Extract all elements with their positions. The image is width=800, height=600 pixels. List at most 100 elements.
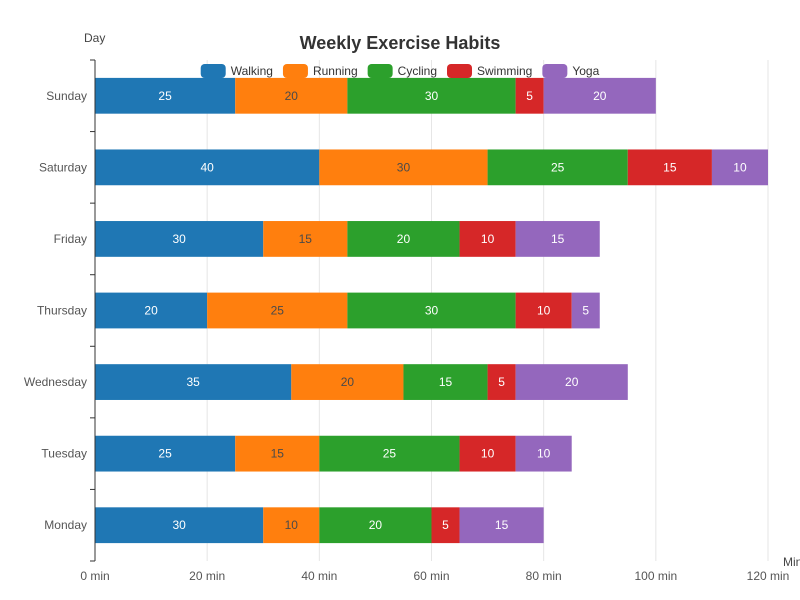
legend-item[interactable]: Running	[282, 64, 358, 78]
bar-value-label: 20	[593, 89, 607, 103]
bar-segment[interactable]	[319, 435, 460, 472]
legend-item[interactable]: Swimming	[447, 64, 532, 78]
bar-value-label: 10	[481, 232, 495, 246]
bar-value-label: 15	[299, 232, 313, 246]
bar-segment[interactable]	[95, 149, 320, 186]
bar-segment[interactable]	[403, 364, 488, 400]
bar-segment[interactable]	[263, 221, 348, 257]
y-axis-title: Day	[84, 31, 105, 45]
chart-title: Weekly Exercise Habits	[300, 33, 501, 53]
x-tick-label: 60 min	[413, 569, 449, 583]
bar-value-label: 15	[495, 518, 509, 532]
bar-value-label: 30	[172, 232, 186, 246]
bar-value-label: 30	[425, 89, 439, 103]
bar-segment[interactable]	[235, 435, 320, 472]
legend-swatch	[447, 64, 473, 78]
x-tick-label: 40 min	[301, 569, 337, 583]
legend-label: Cycling	[398, 64, 437, 78]
bar-segment[interactable]	[515, 435, 572, 472]
x-tick-label: 0 min	[80, 569, 109, 583]
bar-segment[interactable]	[347, 77, 516, 114]
bar-value-label: 20	[341, 375, 355, 389]
bar-segment[interactable]	[711, 149, 768, 186]
bar-segment[interactable]	[95, 292, 208, 329]
y-tick-label: Saturday	[39, 160, 87, 174]
bar-value-label: 20	[397, 232, 411, 246]
bar-segment[interactable]	[263, 507, 320, 544]
bar-segment[interactable]	[95, 364, 292, 400]
legend-swatch	[542, 64, 568, 78]
bar-value-label: 15	[439, 375, 453, 389]
bar-value-label: 25	[551, 160, 565, 174]
bar-value-label: 40	[200, 160, 214, 174]
bar-segment[interactable]	[207, 292, 348, 329]
legend-item[interactable]: Cycling	[367, 64, 437, 78]
y-tick-label: Sunday	[46, 89, 87, 103]
bar-value-label: 15	[271, 447, 285, 461]
bar-segment[interactable]	[459, 435, 516, 472]
legend-swatch	[200, 64, 226, 78]
bar-value-label: 10	[285, 518, 299, 532]
bar-segment[interactable]	[571, 292, 600, 329]
bar-segment[interactable]	[95, 221, 264, 257]
bar-value-label: 5	[498, 375, 505, 389]
bar-segment[interactable]	[347, 221, 460, 257]
bar-value-label: 5	[442, 518, 449, 532]
bar-segment[interactable]	[543, 77, 656, 114]
bar-segment[interactable]	[515, 221, 600, 257]
bar-value-label: 5	[582, 304, 589, 318]
bar-value-label: 10	[481, 447, 495, 461]
legend-item[interactable]: Walking	[200, 64, 273, 78]
bar-segment[interactable]	[627, 149, 712, 186]
bar-value-label: 30	[172, 518, 186, 532]
bar-value-label: 10	[733, 160, 747, 174]
bar-segment[interactable]	[515, 77, 544, 114]
x-tick-label: 120 min	[747, 569, 790, 583]
bar-value-label: 20	[285, 89, 299, 103]
legend-label: Running	[313, 64, 358, 78]
bar-segment[interactable]	[95, 77, 236, 114]
bar-segment[interactable]	[515, 292, 572, 329]
y-tick-label: Monday	[44, 518, 87, 532]
x-tick-label: 100 min	[634, 569, 677, 583]
y-tick-label: Wednesday	[24, 375, 87, 389]
bar-segment[interactable]	[319, 507, 432, 544]
bar-segment[interactable]	[487, 149, 628, 186]
y-tick-label: Friday	[54, 232, 87, 246]
legend-swatch	[367, 64, 393, 78]
bar-segment[interactable]	[431, 507, 460, 544]
axes: 0 min 20 min 40 min 60 min 80 min 100 min 120 …	[24, 59, 790, 583]
bar-segment[interactable]	[347, 292, 516, 329]
y-tick-label: Thursday	[37, 304, 87, 318]
bar-value-label: 10	[537, 447, 551, 461]
bar-value-label: 15	[663, 160, 677, 174]
bar-value-label: 25	[158, 447, 172, 461]
bar-value-label: 20	[144, 304, 158, 318]
bar-segment[interactable]	[459, 221, 516, 257]
bar-segment[interactable]	[487, 364, 516, 400]
bar-value-label: 30	[425, 304, 439, 318]
bar-segment[interactable]	[235, 77, 348, 114]
bar-segment[interactable]	[95, 435, 236, 472]
bar-value-label: 5	[526, 89, 533, 103]
bar-segment[interactable]	[459, 507, 544, 544]
bar-value-label: 25	[158, 89, 172, 103]
legend-label: Swimming	[477, 64, 532, 78]
y-tick-label: Tuesday	[41, 447, 87, 461]
bar-value-label: 25	[383, 447, 397, 461]
bar-value-label: 30	[397, 160, 411, 174]
legend[interactable]: Walking Running Cycling Swimming Yoga	[200, 64, 600, 78]
bar-segment[interactable]	[515, 364, 628, 400]
bar-value-label: 20	[369, 518, 383, 532]
legend-item[interactable]: Yoga	[542, 64, 600, 78]
bar-segment[interactable]	[95, 507, 264, 544]
bar-segment[interactable]	[319, 149, 488, 186]
bar-value-label: 20	[565, 375, 579, 389]
bar-segment[interactable]	[291, 364, 404, 400]
x-tick-label: 20 min	[189, 569, 225, 583]
bars: 30 10 20 5 15 25 15 25 10 10 35 20 15 5 20 20 25 30 10 5 30 1…	[95, 77, 768, 544]
x-axis-title: Min	[783, 555, 800, 569]
legend-label: Walking	[231, 64, 273, 78]
